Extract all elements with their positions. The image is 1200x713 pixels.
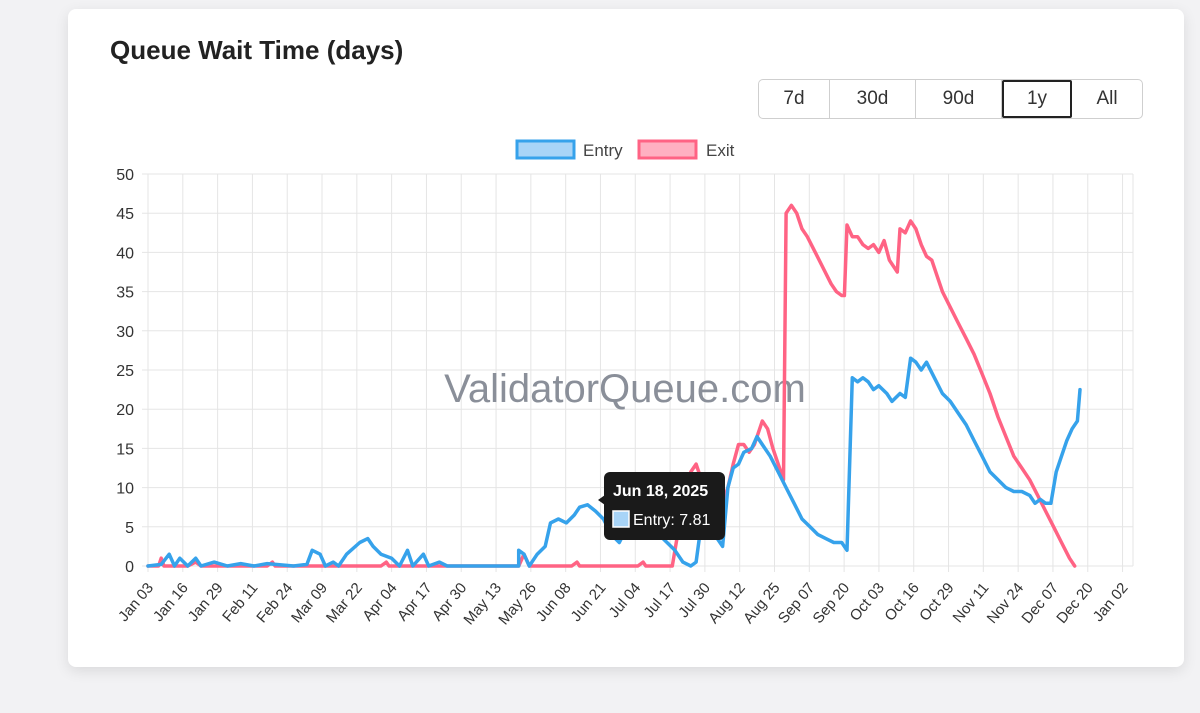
tooltip-label: Entry: 7.81 xyxy=(633,512,710,529)
y-tick-label: 25 xyxy=(116,363,134,380)
range-button-30d[interactable]: 30d xyxy=(830,80,916,118)
x-tick-label: Jun 08 xyxy=(533,580,575,625)
legend-item-entry[interactable]: Entry xyxy=(515,139,623,160)
x-tick-label: Jan 02 xyxy=(1090,580,1132,625)
x-tick-label: Aug 12 xyxy=(705,580,749,627)
legend-label-entry: Entry xyxy=(583,141,623,160)
x-tick-label: Oct 03 xyxy=(847,580,888,625)
y-tick-label: 30 xyxy=(116,324,134,341)
legend-swatch-entry xyxy=(515,139,576,160)
x-tick-label: Dec 07 xyxy=(1018,580,1062,627)
y-tick-label: 45 xyxy=(116,206,134,223)
tooltip-box xyxy=(604,472,725,540)
range-button-7d[interactable]: 7d xyxy=(759,80,830,118)
x-tick-label: Dec 20 xyxy=(1053,580,1097,627)
y-tick-label: 5 xyxy=(125,520,134,537)
x-tick-label: Feb 24 xyxy=(253,580,296,627)
x-tick-label: Sep 20 xyxy=(810,580,854,627)
x-tick-label: Feb 11 xyxy=(219,580,261,626)
x-tick-label: Mar 09 xyxy=(288,580,331,627)
tooltip-swatch-entry xyxy=(612,510,630,528)
tooltip-title: Jun 18, 2025 xyxy=(613,483,708,500)
range-button-90d[interactable]: 90d xyxy=(916,80,1002,118)
x-tick-label: Jul 04 xyxy=(606,580,645,622)
range-button-1y[interactable]: 1y xyxy=(1002,80,1072,118)
x-tick-label: Jan 03 xyxy=(115,580,157,625)
y-tick-label: 10 xyxy=(116,481,134,498)
x-tick-label: Jan 29 xyxy=(185,580,227,625)
chart-lines xyxy=(146,203,1082,568)
y-tick-label: 20 xyxy=(116,402,134,419)
y-tick-label: 50 xyxy=(116,167,134,184)
legend-label-exit: Exit xyxy=(706,141,735,160)
y-axis: 0 5 10 15 20 25 30 35 40 45 50 xyxy=(116,167,134,576)
x-tick-label: May 26 xyxy=(495,580,540,629)
legend-swatch-exit xyxy=(637,139,698,160)
y-tick-label: 0 xyxy=(125,559,134,576)
chart-legend: Entry Exit xyxy=(515,139,735,160)
x-tick-label: Apr 17 xyxy=(394,580,435,625)
time-range-selector: 7d 30d 90d 1y All xyxy=(758,79,1143,119)
legend-item-exit[interactable]: Exit xyxy=(637,139,735,160)
x-tick-label: Sep 07 xyxy=(775,580,819,627)
range-button-all[interactable]: All xyxy=(1096,88,1118,109)
x-tick-label: Apr 04 xyxy=(359,580,400,625)
y-tick-label: 35 xyxy=(116,285,134,302)
y-tick-label: 15 xyxy=(116,441,134,458)
y-tick-label: 40 xyxy=(116,245,134,262)
chart-card: Queue Wait Time (days) 7d 30d 90d 1y All xyxy=(68,9,1184,667)
x-tick-label: Jul 17 xyxy=(640,580,679,622)
x-tick-label: Aug 25 xyxy=(740,580,784,627)
page-title: Queue Wait Time (days) xyxy=(110,35,404,65)
chart-tooltip: Jun 18, 2025 Entry: 7.81 xyxy=(598,472,725,540)
series-line-entry xyxy=(146,356,1082,568)
x-tick-label: Jan 16 xyxy=(150,580,192,625)
x-tick-label: Oct 16 xyxy=(881,580,922,625)
x-tick-label: Jun 21 xyxy=(568,580,610,625)
watermark: ValidatorQueue.com xyxy=(444,367,806,411)
x-tick-label: Mar 22 xyxy=(323,580,366,627)
x-tick-label: Nov 24 xyxy=(984,580,1028,627)
